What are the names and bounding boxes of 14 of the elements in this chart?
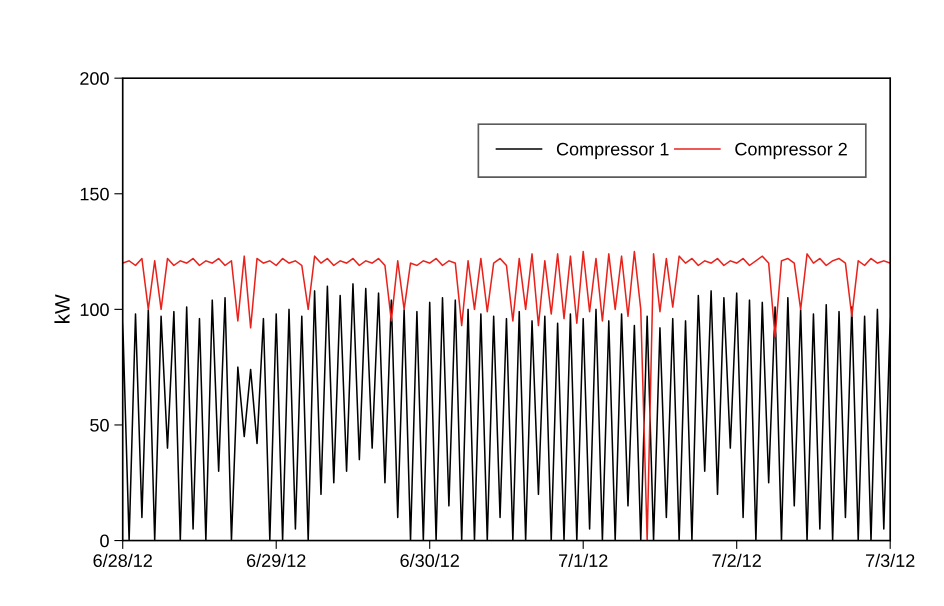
x-tick-label: 7/3/12 bbox=[866, 554, 914, 568]
y-tick-label: 100 bbox=[80, 303, 109, 316]
x-tick-label: 7/1/12 bbox=[559, 554, 608, 568]
x-tick-label: 6/28/12 bbox=[94, 554, 152, 568]
y-tick-label: 150 bbox=[80, 188, 109, 200]
x-tick-label: 7/2/12 bbox=[712, 554, 761, 568]
y-tick-label: 200 bbox=[80, 72, 109, 85]
legend-label: Compressor 1 bbox=[556, 142, 669, 160]
y-tick-label: 50 bbox=[90, 418, 109, 432]
x-tick-label: 6/29/12 bbox=[247, 554, 306, 568]
y-axis-title: kW bbox=[54, 294, 70, 323]
y-tick-label: 0 bbox=[100, 534, 109, 548]
legend-label: Compressor 2 bbox=[735, 142, 847, 160]
x-tick-label: 6/30/12 bbox=[400, 554, 459, 568]
